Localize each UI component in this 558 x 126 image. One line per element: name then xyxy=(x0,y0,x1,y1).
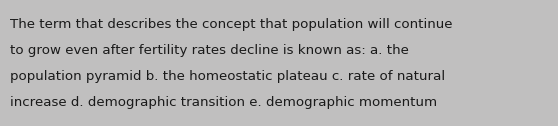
Text: The term that describes the concept that population will continue: The term that describes the concept that… xyxy=(10,18,453,31)
Text: increase d. demographic transition e. demographic momentum: increase d. demographic transition e. de… xyxy=(10,96,437,109)
Text: to grow even after fertility rates decline is known as: a. the: to grow even after fertility rates decli… xyxy=(10,44,409,57)
Text: population pyramid b. the homeostatic plateau c. rate of natural: population pyramid b. the homeostatic pl… xyxy=(10,70,445,83)
